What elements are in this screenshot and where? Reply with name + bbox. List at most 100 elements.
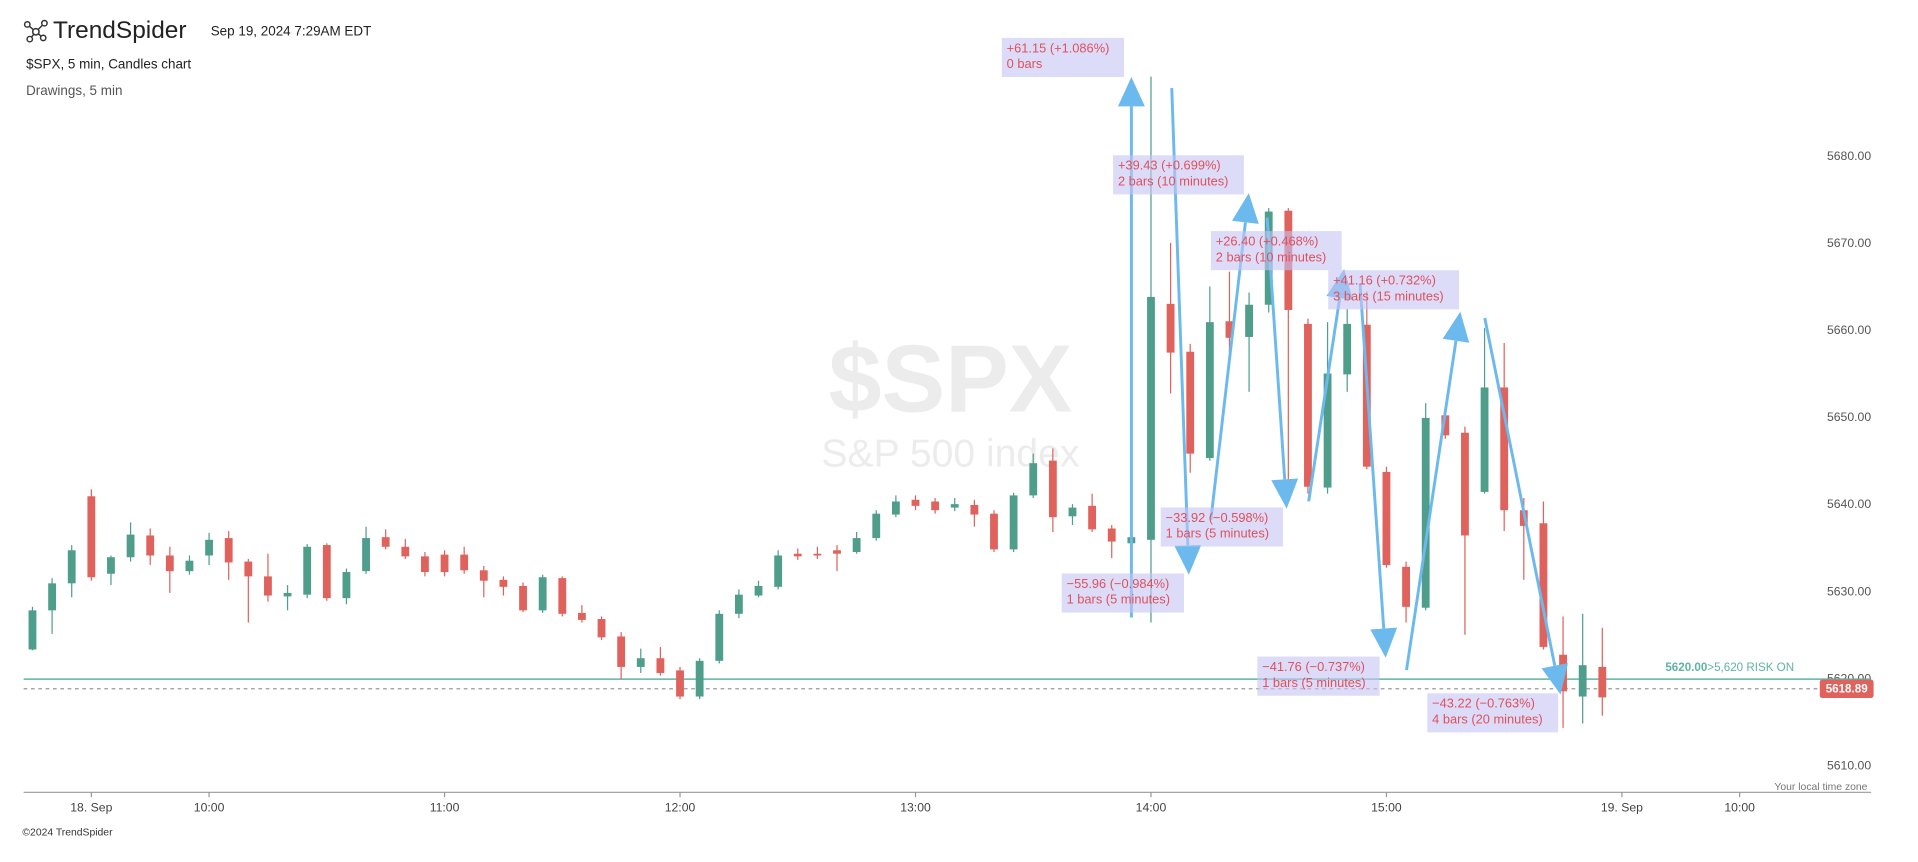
candle-body	[1186, 351, 1195, 454]
y-tick-label: 5640.00	[1827, 497, 1871, 511]
y-tick-label: 5670.00	[1827, 236, 1871, 250]
candle-body	[558, 578, 567, 614]
candle-body	[264, 576, 272, 596]
candle-body	[1500, 387, 1509, 511]
candle-body	[538, 577, 547, 611]
y-tick-label: 5680.00	[1827, 149, 1871, 163]
candle-body	[244, 561, 253, 577]
candle-body	[931, 501, 940, 511]
measure-text: −41.76 (−0.737%)	[1262, 659, 1365, 674]
timestamp: Sep 19, 2024 7:29AM EDT	[211, 23, 372, 38]
candle-body	[165, 555, 174, 572]
measure-arrow-line	[1405, 340, 1458, 671]
measure-text: 1 bars (5 minutes)	[1067, 592, 1170, 607]
candle-body	[342, 572, 351, 599]
candle-body	[597, 619, 606, 638]
candle-body	[401, 546, 410, 557]
reference-text: >5,620 RISK ON	[1707, 661, 1794, 674]
watermark-symbol: $SPX	[829, 327, 1073, 433]
measure-text: 1 bars (5 minutes)	[1262, 675, 1365, 690]
y-tick-label: 5630.00	[1827, 584, 1871, 598]
candle-body	[1048, 460, 1057, 518]
candle-body	[734, 594, 743, 614]
timezone-note: Your local time zone	[1774, 782, 1867, 793]
candle-body	[1009, 495, 1018, 550]
measure-arrow-line	[1483, 317, 1557, 667]
candle-body	[1421, 417, 1430, 608]
measure-arrow-head	[1271, 478, 1299, 509]
measure-arrow-head	[1370, 627, 1398, 658]
measure-arrow-line	[1209, 222, 1247, 520]
brand: TrendSpider	[53, 17, 187, 44]
chart-title: $SPX, 5 min, Candles chart	[26, 56, 191, 71]
x-tick-label: 18. Sep	[70, 800, 112, 814]
candle-body	[754, 585, 763, 596]
measure-text: +26.40 (+0.468%)	[1216, 233, 1319, 248]
candle-body	[87, 496, 96, 578]
candle-body	[833, 550, 841, 554]
candle-body	[1166, 303, 1175, 353]
candle-body	[1343, 323, 1352, 375]
candle-body	[205, 539, 213, 556]
y-tick-label: 5610.00	[1827, 758, 1871, 772]
candle-body	[1598, 666, 1607, 698]
candle-body	[28, 610, 37, 650]
candle-body	[1382, 471, 1391, 566]
candle-body	[362, 538, 370, 572]
measure-box	[1328, 270, 1460, 310]
x-tick-label: 12:00	[665, 800, 696, 814]
x-tick-label: 13:00	[900, 800, 931, 814]
candle-body	[1323, 373, 1332, 488]
candle-body	[421, 556, 429, 573]
last-price-box	[1819, 679, 1874, 698]
measure-text: 1 bars (5 minutes)	[1166, 526, 1269, 541]
logo-icon	[23, 19, 48, 43]
watermark-name: S&P 500 index	[821, 432, 1079, 475]
measure-arrow-head	[1174, 544, 1202, 575]
measure-text: 2 bars (10 minutes)	[1118, 174, 1229, 189]
x-tick-label: 15:00	[1371, 800, 1402, 814]
candle-body	[1245, 304, 1253, 337]
candle-body	[813, 553, 822, 556]
measure-box	[1160, 507, 1284, 547]
candle-body	[990, 513, 998, 550]
measure-arrow-line	[1358, 283, 1386, 629]
candle-body	[577, 612, 586, 620]
candle-body	[911, 499, 920, 506]
candle-body	[1304, 323, 1312, 487]
measure-text: 2 bars (10 minutes)	[1216, 249, 1327, 264]
candle-body	[479, 570, 488, 581]
candle-body	[381, 537, 390, 547]
candle-body	[1402, 566, 1410, 607]
candle-body	[1539, 523, 1548, 647]
candle-body	[793, 553, 802, 557]
candle-body	[1107, 528, 1116, 542]
measure-text: −43.22 (−0.763%)	[1432, 696, 1535, 711]
copyright: ©2024 TrendSpider	[22, 827, 113, 838]
candle-body	[695, 660, 704, 697]
candle-body	[440, 554, 449, 573]
candle-body	[1029, 463, 1038, 496]
measure-text: 0 bars	[1007, 56, 1043, 71]
x-tick-label: 10:00	[1724, 800, 1755, 814]
candle-body	[970, 504, 979, 515]
candle-body	[715, 613, 724, 661]
candle-body	[872, 513, 881, 539]
measure-arrow-head	[1541, 663, 1568, 695]
candle-body	[48, 583, 57, 611]
measure-arrow-head	[1117, 77, 1145, 107]
measure-box	[1210, 231, 1342, 271]
reference-label: 5620.00>5,620 RISK ON	[1665, 661, 1794, 674]
candle-body	[774, 555, 783, 587]
measure-arrow-head	[1232, 193, 1259, 224]
candle-body	[1441, 415, 1450, 436]
measure-text: −55.96 (−0.984%)	[1067, 576, 1170, 591]
measure-box	[1427, 693, 1559, 733]
candle-body	[656, 658, 665, 674]
candle-body	[322, 545, 331, 599]
measure-box	[1113, 155, 1244, 195]
candle-body	[303, 546, 312, 595]
x-tick-label: 14:00	[1136, 800, 1167, 814]
candle-body	[1480, 387, 1489, 492]
